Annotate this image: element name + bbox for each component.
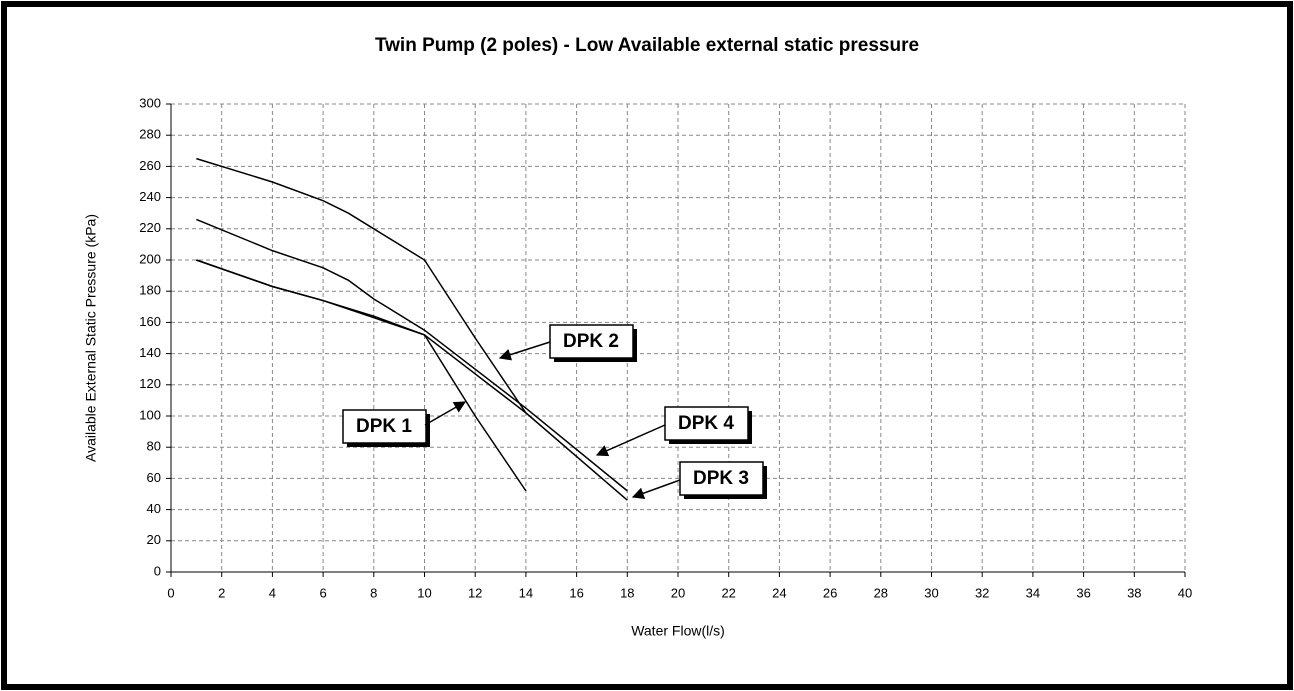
x-tick-label: 0 [167,585,174,600]
callout-label: DPK 4 [678,413,734,434]
series-line [196,218,628,492]
callout-label: DPK 2 [563,331,619,352]
x-tick-label: 12 [468,585,482,600]
callout-box [664,406,749,441]
y-axis-label: Available External Static Pressure (kPa) [83,214,99,462]
callout-label: DPK 1 [356,416,412,437]
y-tick-label: 100 [139,407,161,422]
callout-box [679,461,764,496]
y-tick-label: 140 [139,345,161,360]
x-tick-label: 26 [823,585,837,600]
x-tick-label: 34 [1026,585,1040,600]
x-tick-label: 4 [269,585,276,600]
y-tick-label: 240 [139,189,161,204]
x-tick-label: 6 [319,585,326,600]
x-tick-label: 20 [671,585,685,600]
y-tick-label: 180 [139,283,161,298]
y-tick-label: 0 [154,563,161,578]
callout-arrow [631,479,681,499]
y-tick-label: 40 [147,501,161,516]
y-tick-label: 120 [139,376,161,391]
y-tick-label: 20 [147,532,161,547]
x-tick-label: 2 [218,585,225,600]
x-tick-label: 40 [1178,585,1192,600]
callout-box [549,324,634,359]
x-tick-label: 28 [874,585,888,600]
y-tick-label: 60 [147,470,161,485]
y-tick-label: 300 [139,95,161,110]
callout-label: DPK 3 [693,468,749,489]
callout-arrow [424,401,467,426]
x-tick-label: 8 [370,585,377,600]
y-tick-label: 280 [139,127,161,142]
x-tick-label: 10 [417,585,431,600]
series-line [196,259,628,501]
x-tick-label: 14 [519,585,533,600]
callout-arrow [595,424,666,457]
x-tick-label: 32 [975,585,989,600]
x-tick-label: 22 [721,585,735,600]
y-tick-label: 200 [139,251,161,266]
callout-arrow [498,341,551,361]
chart-title: Twin Pump (2 poles) - Low Available exte… [375,35,919,56]
x-tick-label: 16 [569,585,583,600]
series-line [196,157,527,414]
y-tick-label: 80 [147,439,161,454]
x-tick-label: 38 [1127,585,1141,600]
y-tick-label: 160 [139,314,161,329]
x-axis-label: Water Flow(l/s) [631,623,725,639]
x-tick-label: 30 [924,585,938,600]
callout-box [342,409,427,444]
y-tick-label: 220 [139,220,161,235]
x-tick-label: 36 [1076,585,1090,600]
x-tick-label: 24 [772,585,786,600]
x-tick-label: 18 [620,585,634,600]
y-tick-label: 260 [139,158,161,173]
